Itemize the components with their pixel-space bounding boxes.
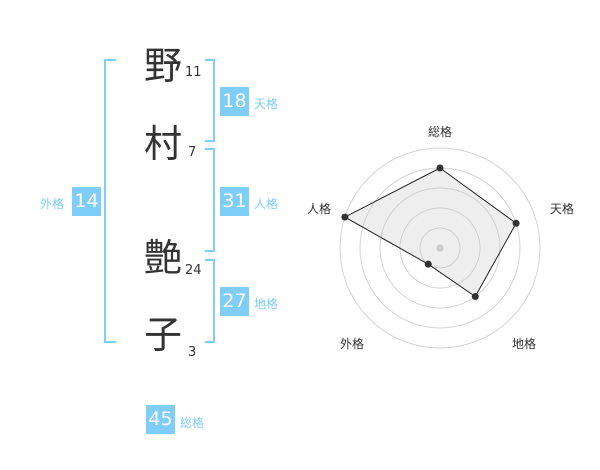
gaikaku-label: 外格 bbox=[40, 197, 65, 211]
stroke-count-1: 11 bbox=[185, 65, 202, 80]
radar-point-2 bbox=[512, 219, 520, 227]
radar-ring bbox=[419, 227, 461, 269]
jinkaku-label: 人格 bbox=[254, 197, 279, 211]
name-char-3: 艶 bbox=[143, 236, 182, 280]
name-char-4: 子 bbox=[143, 313, 182, 357]
radar-point-3 bbox=[471, 293, 479, 301]
stroke-count-4: 3 bbox=[188, 345, 197, 360]
radar-ring bbox=[379, 187, 501, 309]
stroke-count-3: 24 bbox=[185, 263, 202, 278]
soukaku-value: 45 bbox=[146, 405, 175, 434]
radar-label-soukaku: 総格 bbox=[428, 125, 453, 139]
radar-label-gaikaku: 外格 bbox=[340, 337, 365, 351]
radar-ring bbox=[339, 147, 541, 349]
soukaku-label: 総格 bbox=[180, 416, 205, 430]
chikaku-label: 地格 bbox=[254, 297, 279, 311]
tenkaku-value: 18 bbox=[220, 87, 249, 116]
radar-point-1 bbox=[436, 164, 444, 172]
radar-center bbox=[436, 244, 444, 252]
radar-label-tenkaku: 天格 bbox=[550, 202, 575, 216]
radar-label-jinkaku: 人格 bbox=[307, 202, 332, 216]
tenkaku-label: 天格 bbox=[254, 97, 279, 111]
tenkaku-bracket bbox=[205, 59, 215, 142]
name-char-2: 村 bbox=[143, 122, 182, 166]
chikaku-bracket bbox=[205, 259, 215, 343]
gaikaku-bracket bbox=[104, 59, 116, 343]
radar-point-5 bbox=[341, 213, 349, 221]
radar-label-chikaku: 地格 bbox=[512, 337, 537, 351]
stroke-count-2: 7 bbox=[188, 145, 197, 160]
gaikaku-value: 14 bbox=[72, 187, 101, 216]
jinkaku-bracket bbox=[205, 148, 215, 252]
chikaku-value: 27 bbox=[220, 287, 249, 316]
jinkaku-value: 31 bbox=[220, 187, 249, 216]
radar-point-4 bbox=[424, 260, 432, 268]
name-char-1: 野 bbox=[143, 44, 182, 88]
radar-polygon bbox=[343, 167, 517, 298]
